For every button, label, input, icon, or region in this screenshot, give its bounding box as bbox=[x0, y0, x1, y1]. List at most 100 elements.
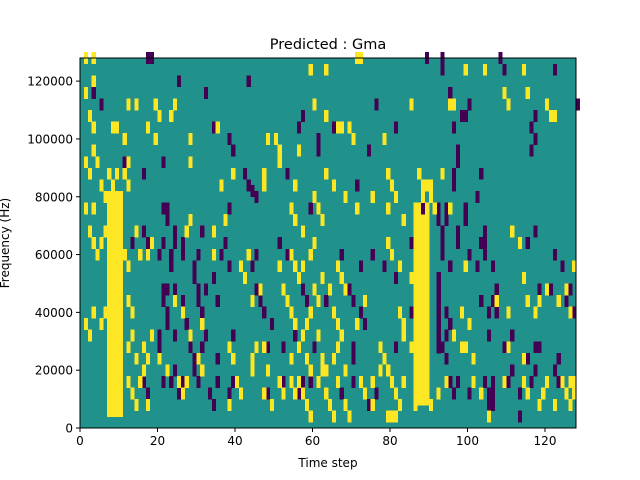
heatmap-cell-positive bbox=[262, 387, 267, 400]
heatmap-cell-positive bbox=[126, 156, 131, 169]
heatmap-cell-positive bbox=[397, 306, 402, 319]
heatmap-cell-negative bbox=[444, 202, 449, 215]
heatmap-cell-negative bbox=[169, 260, 174, 273]
heatmap-cell-positive bbox=[502, 375, 507, 388]
chart-title: Predicted : Gma bbox=[270, 37, 386, 53]
heatmap-cell-positive bbox=[238, 387, 244, 400]
heatmap-cell-positive bbox=[316, 329, 321, 342]
heatmap-cell-positive bbox=[91, 75, 96, 88]
heatmap-cell-positive bbox=[188, 329, 193, 342]
heatmap-cell-negative bbox=[366, 399, 371, 411]
heatmap-cell-positive bbox=[355, 202, 360, 215]
heatmap-cell-positive bbox=[99, 318, 104, 331]
heatmap-cell-positive bbox=[316, 202, 321, 215]
heatmap-cell-negative bbox=[374, 387, 379, 400]
heatmap-cell-positive bbox=[126, 341, 131, 354]
heatmap-cell-negative bbox=[576, 98, 581, 111]
heatmap-cell-negative bbox=[436, 329, 441, 342]
heatmap-cell-positive bbox=[300, 260, 306, 273]
heatmap-cell-positive bbox=[409, 341, 414, 354]
heatmap-cell-positive bbox=[331, 179, 337, 192]
heatmap-cell-negative bbox=[455, 225, 461, 238]
heatmap-cell-positive bbox=[145, 352, 151, 365]
heatmap-cell-negative bbox=[231, 144, 236, 157]
heatmap-cell-negative bbox=[486, 387, 492, 400]
heatmap-cell-negative bbox=[409, 237, 414, 250]
heatmap-cell-positive bbox=[521, 352, 526, 365]
heatmap-cell-positive bbox=[335, 121, 340, 134]
heatmap-cell-positive bbox=[188, 133, 193, 146]
heatmap-cell-negative bbox=[192, 260, 197, 273]
heatmap-cell-positive bbox=[87, 225, 92, 238]
heatmap-cell-negative bbox=[467, 98, 472, 111]
plot-area bbox=[80, 52, 581, 428]
heatmap-cell-positive bbox=[452, 329, 457, 342]
heatmap-cell-positive bbox=[537, 399, 542, 411]
heatmap-cell-negative bbox=[165, 214, 170, 226]
heatmap-cell-negative bbox=[231, 329, 236, 342]
heatmap-cell-positive bbox=[308, 248, 313, 261]
heatmap-cell-negative bbox=[483, 248, 488, 261]
heatmap-cell-positive bbox=[200, 364, 205, 377]
heatmap-cell-positive bbox=[386, 410, 391, 423]
heatmap-cell-positive bbox=[223, 214, 228, 226]
heatmap-cell-positive bbox=[545, 375, 550, 388]
heatmap-cell-positive bbox=[297, 341, 302, 354]
heatmap-cell-negative bbox=[529, 144, 534, 157]
heatmap-cell-negative bbox=[436, 283, 441, 296]
heatmap-cell-negative bbox=[200, 225, 205, 238]
heatmap-cell-negative bbox=[440, 225, 445, 238]
heatmap-cell-positive bbox=[87, 329, 92, 342]
heatmap-cell-positive bbox=[390, 179, 395, 192]
heatmap-cell-positive bbox=[87, 167, 92, 180]
heatmap-cell-positive bbox=[114, 121, 120, 134]
heatmap-cell-negative bbox=[204, 329, 209, 342]
heatmap-cell-positive bbox=[390, 375, 395, 388]
heatmap-cell-negative bbox=[308, 202, 313, 215]
heatmap-cell-positive bbox=[521, 271, 526, 284]
heatmap-cell-positive bbox=[91, 306, 96, 319]
heatmap-cell-negative bbox=[173, 364, 178, 377]
heatmap-cell-positive bbox=[421, 179, 426, 192]
heatmap-cell-positive bbox=[134, 98, 139, 111]
heatmap-cell-positive bbox=[362, 295, 368, 307]
heatmap-cell-negative bbox=[455, 375, 461, 388]
heatmap-cell-positive bbox=[564, 387, 569, 400]
heatmap-cell-negative bbox=[227, 133, 232, 146]
heatmap-cell-positive bbox=[103, 190, 108, 203]
heatmap-cell-positive bbox=[277, 156, 282, 169]
heatmap-cell-negative bbox=[266, 387, 271, 400]
heatmap-cell-negative bbox=[192, 271, 197, 284]
x-tick-label: 80 bbox=[382, 434, 397, 448]
heatmap-cell-positive bbox=[463, 260, 468, 273]
heatmap-cell-positive bbox=[572, 375, 577, 388]
heatmap-cell-positive bbox=[324, 167, 329, 180]
heatmap-cell-negative bbox=[173, 237, 178, 250]
heatmap-cell-positive bbox=[304, 352, 309, 365]
heatmap-cell-positive bbox=[312, 237, 317, 250]
heatmap-cell-negative bbox=[548, 283, 554, 296]
heatmap-cell-positive bbox=[335, 260, 340, 273]
heatmap-cell-positive bbox=[83, 156, 89, 169]
heatmap-cell-negative bbox=[254, 283, 259, 296]
heatmap-cell-positive bbox=[393, 410, 399, 423]
heatmap-cell-positive bbox=[521, 63, 526, 76]
heatmap-cell-negative bbox=[176, 75, 182, 88]
heatmap-cell-positive bbox=[390, 248, 395, 261]
heatmap-cell-positive bbox=[300, 387, 306, 400]
heatmap-cell-negative bbox=[533, 364, 538, 377]
heatmap-cell-positive bbox=[506, 306, 511, 319]
heatmap-cell-negative bbox=[455, 156, 461, 169]
heatmap-cell-negative bbox=[207, 387, 213, 400]
heatmap-cell-negative bbox=[173, 283, 178, 296]
heatmap-cell-negative bbox=[467, 387, 472, 400]
heatmap-cell-positive bbox=[138, 375, 143, 388]
heatmap-cell-positive bbox=[339, 329, 344, 342]
heatmap-cell-positive bbox=[227, 341, 232, 354]
heatmap-cell-positive bbox=[95, 156, 100, 169]
heatmap-cell-positive bbox=[157, 352, 162, 365]
heatmap-cell-negative bbox=[409, 306, 414, 319]
heatmap-cell-positive bbox=[444, 375, 449, 388]
heatmap-cell-positive bbox=[324, 63, 329, 76]
heatmap-cell-positive bbox=[316, 375, 321, 388]
